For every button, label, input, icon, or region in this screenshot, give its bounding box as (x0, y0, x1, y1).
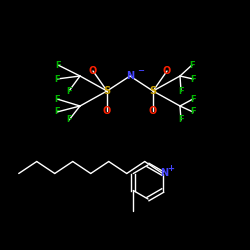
Text: F: F (178, 86, 184, 96)
Text: F: F (55, 60, 61, 70)
Text: F: F (66, 116, 72, 124)
Text: F: F (190, 94, 196, 104)
Text: F: F (190, 108, 196, 116)
Text: F: F (54, 94, 60, 104)
Text: +: + (167, 164, 174, 173)
Text: S: S (150, 86, 156, 96)
Text: O: O (163, 66, 171, 76)
Text: F: F (54, 74, 60, 84)
Text: F: F (66, 86, 72, 96)
Text: F: F (190, 74, 196, 84)
Text: N: N (160, 168, 168, 178)
Text: O: O (103, 106, 111, 116)
Text: S: S (104, 86, 110, 96)
Text: F: F (189, 60, 195, 70)
Text: O: O (149, 106, 157, 116)
Text: −: − (138, 66, 144, 76)
Text: O: O (89, 66, 97, 76)
Text: N: N (126, 71, 134, 81)
Text: F: F (178, 116, 184, 124)
Text: F: F (54, 108, 60, 116)
